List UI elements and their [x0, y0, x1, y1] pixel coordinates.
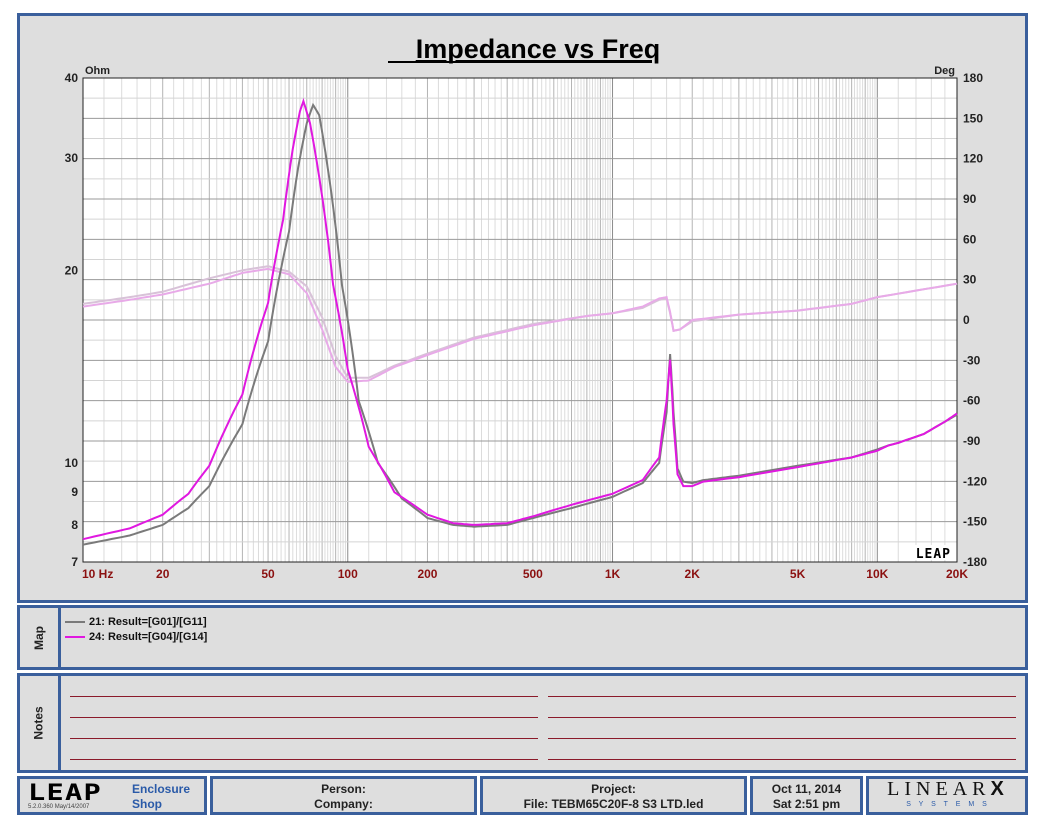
chart-title: Impedance vs Freq: [416, 34, 661, 64]
notes-line[interactable]: [70, 717, 538, 718]
notes-line[interactable]: [548, 759, 1016, 760]
project-label: Project:: [591, 782, 636, 796]
graph-panel: Impedance vs Freq Ohm Deg 7 8 9 10 20 30 40 180 150…: [17, 13, 1028, 603]
footer-date-box: Oct 11, 2014 Sat 2:51 pm: [750, 776, 863, 815]
leap-logo: LEAP: [28, 781, 103, 806]
y-right-tick-label: -60: [963, 394, 981, 408]
y-left-unit: Ohm: [85, 65, 110, 77]
notes-panel: Notes: [17, 673, 1028, 773]
y-left-tick-label: 40: [65, 71, 79, 85]
y-right-tick-label: 120: [963, 152, 983, 166]
footer-logo-box: LEAP 5.2.0.360 May/14/2007 Enclosure Sho…: [17, 776, 207, 815]
notes-line[interactable]: [548, 738, 1016, 739]
y-right-tick-label: -30: [963, 353, 981, 367]
notes-line[interactable]: [548, 696, 1016, 697]
y-right-tick-label: 180: [963, 71, 983, 85]
brand-name-text: LINEAR: [887, 778, 991, 800]
plot-logo: LEAP: [916, 547, 951, 562]
x-tick-label: 20K: [946, 567, 968, 581]
legend-text: 24: Result=[G04]/[G14]: [89, 631, 208, 643]
map-legend-item-2[interactable]: 24: Result=[G04]/[G14]: [65, 631, 207, 643]
notes-side-label: Notes: [20, 676, 61, 770]
y-right-unit: Deg: [934, 65, 955, 77]
y-left-tick-label: 9: [71, 485, 78, 499]
product-line1: Enclosure: [132, 782, 191, 796]
footer-project-box: Project: File: TEBM65C20F-8 S3 LTD.led: [480, 776, 747, 815]
plot-border: [82, 77, 958, 563]
y-right-tick-label: 0: [963, 313, 970, 327]
time-text: Sat 2:51 pm: [772, 797, 841, 811]
version-text: 5.2.0.360 May/14/2007: [28, 804, 90, 810]
y-right-tick-label: -150: [963, 515, 987, 529]
impedance-chart: Impedance vs Freq Ohm Deg 7 8 9 10 20 30 40 180 150…: [65, 34, 988, 581]
x-tick-label: 500: [523, 567, 543, 581]
brand-x-icon: X: [990, 778, 1009, 800]
notes-line[interactable]: [70, 738, 538, 739]
notes-line[interactable]: [70, 759, 538, 760]
map-label: Map: [32, 625, 46, 650]
date-text: Oct 11, 2014: [771, 782, 842, 796]
x-tick-label: 50: [261, 567, 275, 581]
person-label: Person:: [321, 782, 366, 796]
y-right-tick-label: 60: [963, 232, 977, 246]
phase-line-series-2: [82, 267, 958, 383]
phase-line-series-1: [82, 265, 958, 379]
footer-brand-box: LINEARX S Y S T E M S: [866, 776, 1028, 815]
notes-line[interactable]: [70, 696, 538, 697]
x-tick-label: 10 Hz: [82, 567, 113, 581]
brand-sub: S Y S T E M S: [906, 801, 990, 808]
legend-text: 21: Result=[G01]/[G11]: [89, 616, 207, 628]
product-line2: Shop: [132, 797, 162, 811]
notes-line[interactable]: [548, 717, 1016, 718]
map-side-label: Map: [20, 608, 61, 667]
file-label: File: TEBM65C20F-8 S3 LTD.led: [523, 797, 704, 811]
x-tick-label: 10K: [866, 567, 888, 581]
y-left-tick-label: 30: [65, 151, 79, 165]
y-right-tick-label: -120: [963, 474, 987, 488]
legend-swatch: [65, 636, 85, 638]
plot-logo-background: [899, 545, 955, 560]
y-right-tick-label: -180: [963, 555, 987, 569]
impedance-line-series-2: [82, 97, 958, 541]
notes-label: Notes: [32, 706, 46, 740]
y-left-tick-label: 7: [71, 555, 78, 569]
impedance-line-series-1: [82, 102, 958, 546]
legend-swatch: [65, 621, 85, 623]
company-label: Company:: [314, 797, 373, 811]
x-tick-label: 200: [417, 567, 437, 581]
brand-name: LINEARX: [873, 778, 1023, 801]
map-panel: Map 21: Result=[G01]/[G11] 24: Result=[G…: [17, 605, 1028, 670]
y-right-tick-label: 90: [963, 192, 977, 206]
y-right-tick-label: 150: [963, 111, 983, 125]
x-tick-label: 2K: [685, 567, 701, 581]
x-tick-label: 20: [156, 567, 170, 581]
footer-person-box: Person: Company:: [210, 776, 477, 815]
x-tick-label: 1K: [605, 567, 621, 581]
x-tick-label: 100: [338, 567, 358, 581]
y-left-tick-label: 8: [71, 518, 78, 532]
map-legend-item-1[interactable]: 21: Result=[G01]/[G11]: [65, 616, 207, 628]
y-right-tick-label: 30: [963, 273, 977, 287]
y-left-tick-label: 20: [65, 263, 79, 277]
y-right-tick-label: -90: [963, 434, 981, 448]
y-left-tick-label: 10: [65, 456, 79, 470]
x-tick-label: 5K: [790, 567, 806, 581]
